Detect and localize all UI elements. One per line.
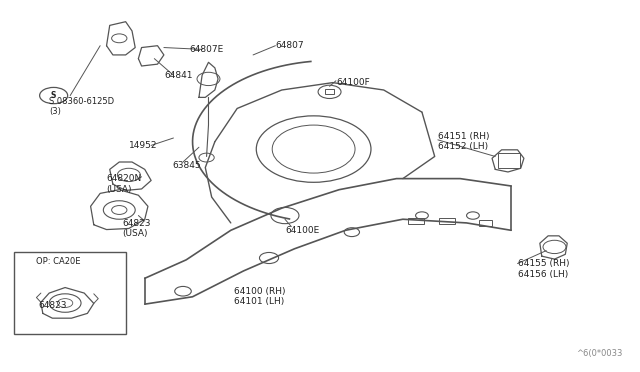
Text: 64820N
(USA): 64820N (USA)	[106, 174, 142, 194]
Text: ^6(0*0033: ^6(0*0033	[576, 349, 623, 358]
Bar	[498, 153, 520, 168]
Text: 64100F: 64100F	[336, 78, 370, 87]
Bar	[14, 253, 125, 334]
Text: 64807: 64807	[275, 41, 304, 50]
Bar	[408, 218, 424, 224]
Bar	[479, 220, 492, 226]
Text: OP: CA20E: OP: CA20E	[36, 257, 81, 266]
Bar	[440, 218, 456, 224]
Text: 64823
(USA): 64823 (USA)	[122, 219, 151, 238]
Text: 63845: 63845	[172, 161, 201, 170]
Text: 64823: 64823	[38, 301, 67, 311]
Text: 64841: 64841	[164, 71, 193, 80]
Text: S 08360-6125D
(3): S 08360-6125D (3)	[49, 97, 115, 116]
Text: 14952: 14952	[129, 141, 157, 150]
Text: 64151 (RH)
64152 (LH): 64151 (RH) 64152 (LH)	[438, 132, 490, 151]
Text: 64807E: 64807E	[189, 45, 223, 54]
Text: S: S	[51, 92, 56, 100]
Text: 64100 (RH)
64101 (LH): 64100 (RH) 64101 (LH)	[234, 287, 285, 307]
Text: 64100E: 64100E	[285, 226, 319, 235]
Text: 64155 (RH)
64156 (LH): 64155 (RH) 64156 (LH)	[518, 259, 569, 279]
Bar	[325, 89, 334, 94]
